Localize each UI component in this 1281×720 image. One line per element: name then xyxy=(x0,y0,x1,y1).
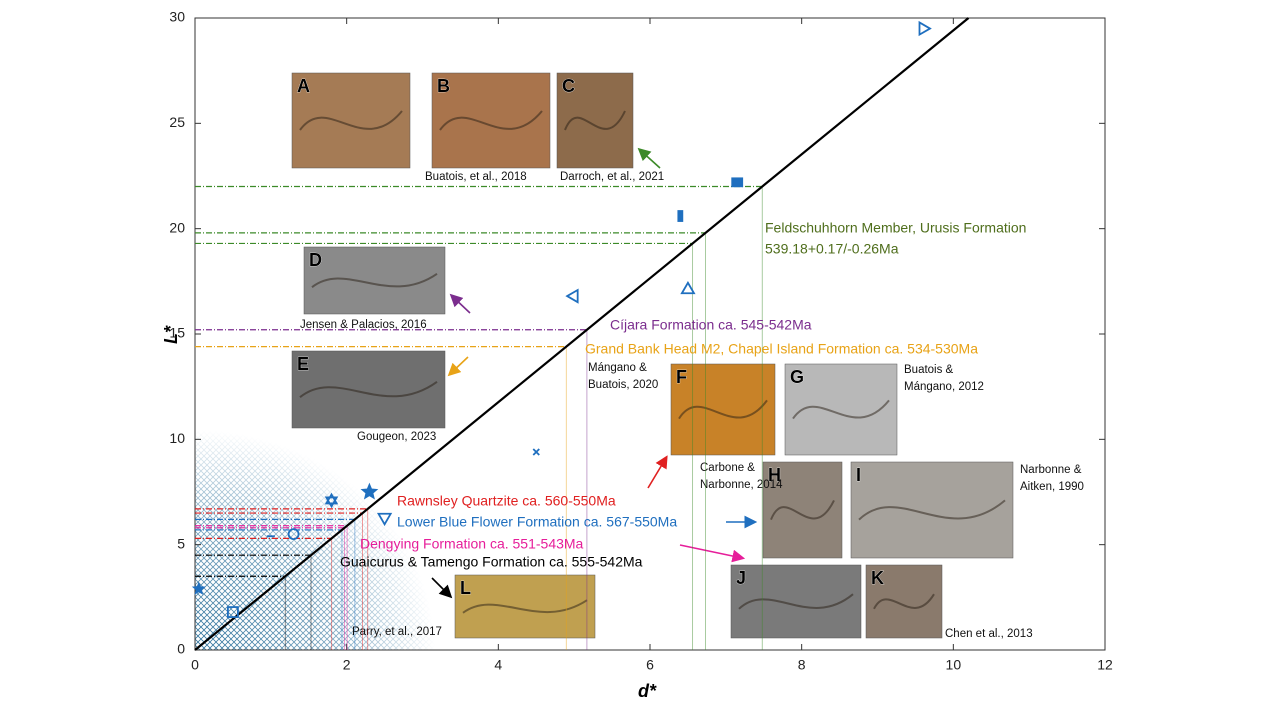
panel-label: F xyxy=(676,367,687,387)
point xyxy=(680,280,696,295)
x-tick-label: 2 xyxy=(343,657,351,673)
photo xyxy=(850,461,1014,559)
citation: Narbonne & xyxy=(1020,464,1082,476)
annotation: Grand Bank Head M2, Chapel Island Format… xyxy=(585,341,978,357)
citation: Narbonne, 2014 xyxy=(700,479,783,491)
panel-label: D xyxy=(309,250,322,270)
annotation: Feldschuhhorn Member, Urusis Formation xyxy=(765,220,1026,236)
annotation: Cíjara Formation ca. 545-542Ma xyxy=(610,317,812,333)
panel-label: A xyxy=(297,76,310,96)
citation: Buatois & xyxy=(904,364,954,376)
photo-texture xyxy=(299,380,438,398)
photo-texture xyxy=(738,593,854,610)
point xyxy=(918,20,932,37)
y-tick-label: 30 xyxy=(169,9,185,25)
photo-texture xyxy=(873,593,935,610)
citation: Aitken, 1990 xyxy=(1020,481,1084,493)
x-tick-label: 8 xyxy=(798,657,806,673)
citation: Chen et al., 2013 xyxy=(945,628,1033,640)
panel-label: C xyxy=(562,76,575,96)
panel-label: B xyxy=(437,76,450,96)
panel-label: J xyxy=(736,568,746,588)
x-axis-label: d* xyxy=(638,681,657,701)
annotation: Guaicurus & Tamengo Formation ca. 555-54… xyxy=(340,554,643,570)
y-tick-label: 20 xyxy=(169,219,185,235)
y-tick-label: 25 xyxy=(169,114,185,130)
citation: Carbone & xyxy=(700,462,755,474)
citation: Jensen & Palacios, 2016 xyxy=(300,319,427,331)
citation: Gougeon, 2023 xyxy=(357,431,436,443)
point xyxy=(360,482,379,500)
x-tick-label: 10 xyxy=(946,657,962,673)
photo-texture xyxy=(299,110,403,131)
point xyxy=(376,512,393,527)
photo-texture xyxy=(678,399,768,420)
citation: Parry, et al., 2017 xyxy=(352,626,442,638)
photo-texture xyxy=(462,599,588,614)
annotation: Dengying Formation ca. 551-543Ma xyxy=(360,536,584,552)
citation: Buatois, et al., 2018 xyxy=(425,171,527,183)
point xyxy=(565,288,579,304)
panel-label: G xyxy=(790,367,804,387)
photo-texture xyxy=(311,272,438,288)
panel-label: L xyxy=(460,578,471,598)
point xyxy=(287,528,300,541)
point xyxy=(731,177,744,188)
photo-texture xyxy=(439,110,543,131)
point xyxy=(532,448,540,456)
x-tick-label: 4 xyxy=(494,657,502,673)
panel-label: K xyxy=(871,568,884,588)
annotation: Lower Blue Flower Formation ca. 567-550M… xyxy=(397,514,677,530)
x-tick-label: 0 xyxy=(191,657,199,673)
annotation: Rawnsley Quartzite ca. 560-550Ma xyxy=(397,493,616,509)
x-tick-label: 6 xyxy=(646,657,654,673)
y-tick-label: 0 xyxy=(177,641,185,657)
point xyxy=(191,581,206,595)
arrows xyxy=(431,147,758,599)
x-tick-label: 12 xyxy=(1097,657,1113,673)
citation: Mángano, 2012 xyxy=(904,381,984,393)
y-tick-label: 15 xyxy=(169,325,185,341)
citation: Darroch, et al., 2021 xyxy=(560,171,664,183)
y-axis-label: L* xyxy=(161,325,181,344)
citation: Buatois, 2020 xyxy=(588,379,658,391)
panel-label: E xyxy=(297,354,309,374)
y-tick-label: 5 xyxy=(177,535,185,551)
photo-texture xyxy=(792,399,890,420)
y-tick-label: 10 xyxy=(169,430,185,446)
point xyxy=(677,210,684,222)
point xyxy=(227,606,239,618)
hatched-region xyxy=(195,430,435,650)
panel-label: I xyxy=(856,465,861,485)
photo-texture xyxy=(564,110,626,131)
citation: Mángano & xyxy=(588,362,647,374)
photo-texture xyxy=(858,499,1006,521)
point xyxy=(324,492,339,509)
fit-line xyxy=(194,17,970,651)
photo-texture xyxy=(770,499,835,520)
annotation: 539.18+0.17/-0.26Ma xyxy=(765,241,899,257)
panel-label: H xyxy=(768,465,781,485)
